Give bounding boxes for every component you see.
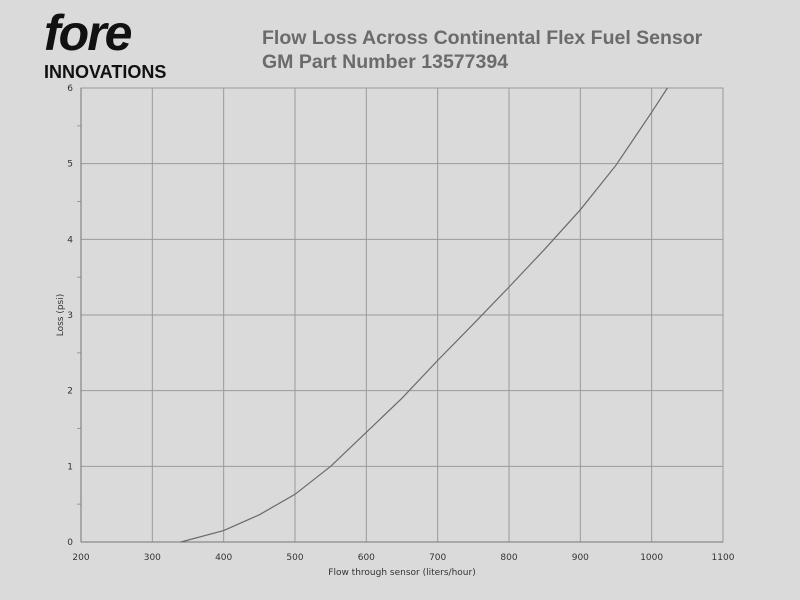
- chart-title-line-1: Flow Loss Across Continental Flex Fuel S…: [262, 27, 703, 49]
- y-axis-label: Loss (psi): [56, 294, 66, 337]
- x-tick-label: 1000: [640, 553, 663, 563]
- x-tick-label: 200: [72, 553, 89, 563]
- x-tick-label: 500: [286, 553, 303, 563]
- y-tick-label: 6: [67, 84, 73, 94]
- x-tick-label: 800: [500, 553, 517, 563]
- y-tick-label: 4: [67, 235, 73, 245]
- y-tick-label: 1: [67, 462, 73, 472]
- x-tick-label: 700: [429, 553, 446, 563]
- x-tick-label: 400: [215, 553, 232, 563]
- x-axis-label: Flow through sensor (liters/hour): [328, 568, 475, 578]
- y-tick-label: 5: [67, 160, 73, 170]
- x-tick-label: 900: [572, 553, 589, 563]
- chart-title: Flow Loss Across Continental Flex Fuel S…: [262, 26, 702, 74]
- x-tick-label: 300: [144, 553, 161, 563]
- x-tick-label: 1100: [712, 553, 735, 563]
- chart-title-line-2: GM Part Number 13577394: [262, 51, 509, 73]
- y-tick-label: 2: [67, 387, 73, 397]
- logo-word: fore: [44, 5, 132, 61]
- y-tick-label: 3: [67, 311, 73, 321]
- series-line: [180, 87, 668, 543]
- x-tick-label: 600: [358, 553, 375, 563]
- logo: fore INNOVATIONS: [44, 4, 194, 82]
- logo-subtitle: INNOVATIONS: [44, 62, 167, 82]
- y-tick-label: 0: [67, 538, 73, 548]
